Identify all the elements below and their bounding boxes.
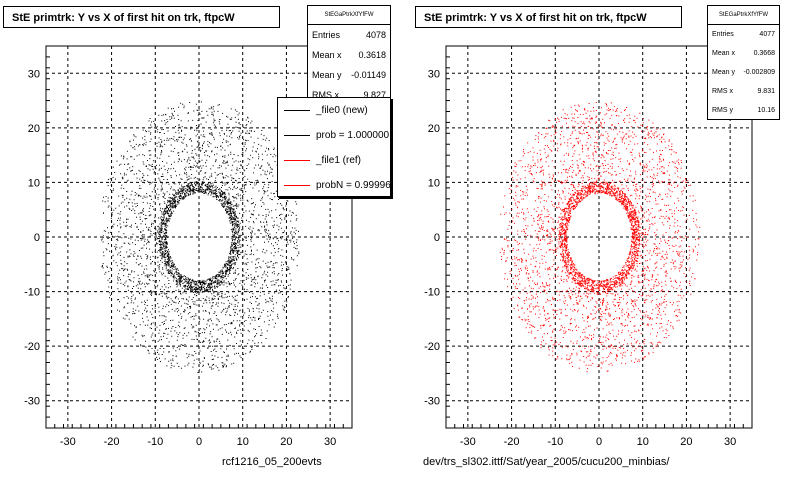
y-tick-label: 10 [428,177,440,189]
stats-label: Mean x [712,50,735,57]
x-tick-label: 10 [637,436,649,448]
plot-1: -30 -20 -10 0 10 20 30 -30 -20 -10 0 10 20 30 [424,45,753,448]
left-plot-title-text: StE primtrk: Y vs X of first hit on trk,… [12,12,235,24]
right-stats-name: StEGaPtrkXfYfFW [708,6,779,25]
scatter-marks [100,101,300,374]
legend-entry-probn: probN = 0.999962 [278,173,391,196]
stats-row: Mean y -0.002809 [708,63,779,82]
scatter-points [499,102,701,373]
legend-box: _file0 (new) prob = 1.000000 _file1 (ref… [277,97,391,197]
x-tick-label: -20 [104,436,120,448]
legend-label-probn: probN = 0.999962 [316,180,391,191]
legend-entry-file0: _file0 (new) [278,98,390,123]
y-tick-label: 20 [428,123,440,135]
left-footer-label: rcf1216_05_200evts [222,456,322,468]
stats-row: Mean y -0.01149 [308,65,390,85]
stats-label: RMS x [312,90,339,100]
stats-value: -0.01149 [351,70,386,80]
stats-value: 9.827 [363,90,386,100]
stats-row: Mean x 0.3668 [708,44,779,63]
x-tick-label: -10 [547,436,563,448]
left-plot-title: StE primtrk: Y vs X of first hit on trk,… [3,6,280,28]
stats-value: 4077 [759,31,775,38]
y-tick-label: 30 [428,68,440,80]
y-tick-label: -10 [424,287,440,299]
y-tick-label: -20 [424,341,440,353]
x-tick-label: -30 [460,436,476,448]
x-tick-label: 20 [280,436,292,448]
x-tick-label: 0 [596,436,602,448]
legend-swatch-prob [284,135,310,136]
stats-row: RMS x 9.831 [708,82,779,101]
scatter-points [100,101,300,374]
stats-row: RMS y 10.16 [708,101,779,120]
scatter-marks [499,102,701,373]
y-tick-label: 0 [34,232,40,244]
stats-label: Mean x [312,50,342,60]
legend-entry-prob: prob = 1.000000 [278,123,390,148]
legend-swatch-probn [284,185,310,186]
stats-row: Entries 4078 [308,25,390,45]
y-tick-label: -30 [24,396,40,408]
right-plot-title-text: StE primtrk: Y vs X of first hit on trk,… [424,12,647,24]
x-tick-label: 10 [237,436,249,448]
x-tick-label: 30 [324,436,336,448]
stats-value: -0.002809 [743,69,775,76]
stats-label: Mean y [712,69,735,76]
legend-label-file1: _file1 (ref) [316,155,362,166]
stats-label: Mean y [312,70,342,80]
right-plot-title: StE primtrk: Y vs X of first hit on trk,… [415,6,682,28]
x-tick-label: -10 [147,436,163,448]
left-stats-name: StEGaPtrkXfYfFW [308,6,390,25]
stats-value: 0.3618 [358,50,386,60]
stats-row: Mean x 0.3618 [308,45,390,65]
legend-swatch-file1 [284,160,310,161]
legend-label-file0: _file0 (new) [316,105,368,116]
y-tick-label: 0 [434,232,440,244]
stats-value: 4078 [365,30,386,40]
y-tick-label: 20 [28,123,40,135]
right-stats-box: StEGaPtrkXfYfFW Entries 4077 Mean x 0.3668 M… [707,5,780,120]
legend-label-prob: prob = 1.000000 [316,130,390,141]
left-stats-rows: Entries 4078 Mean x 0.3618 Mean y -0.01149 RMS… [308,25,390,105]
y-tick-label: -20 [24,341,40,353]
stats-value: 9.831 [757,88,775,95]
right-footer-label: dev/trs_sl302.ittf/Sat/year_2005/cucu200… [423,456,670,468]
x-tick-label: 30 [724,436,736,448]
y-tick-label: 30 [28,68,40,80]
x-tick-label: -20 [504,436,520,448]
stats-label: Entries [712,31,734,38]
y-tick-label: -10 [24,287,40,299]
stats-label: RMS x [712,88,733,95]
stats-label: RMS y [712,107,733,114]
stats-row: RMS x 9.827 [308,85,390,105]
y-tick-label: 10 [28,177,40,189]
stats-value: 10.16 [757,107,775,114]
y-tick-label: -30 [424,396,440,408]
x-tick-label: 0 [196,436,202,448]
right-stats-rows: Entries 4077 Mean x 0.3668 Mean y -0.002809 RM… [708,25,779,120]
stats-value: 0.3668 [753,50,775,57]
legend-entry-file1: _file1 (ref) [278,148,390,173]
stats-row: Entries 4077 [708,25,779,44]
stats-label: Entries [312,30,341,40]
x-tick-label: 20 [680,436,692,448]
x-tick-label: -30 [60,436,76,448]
legend-swatch-file0 [284,110,310,111]
